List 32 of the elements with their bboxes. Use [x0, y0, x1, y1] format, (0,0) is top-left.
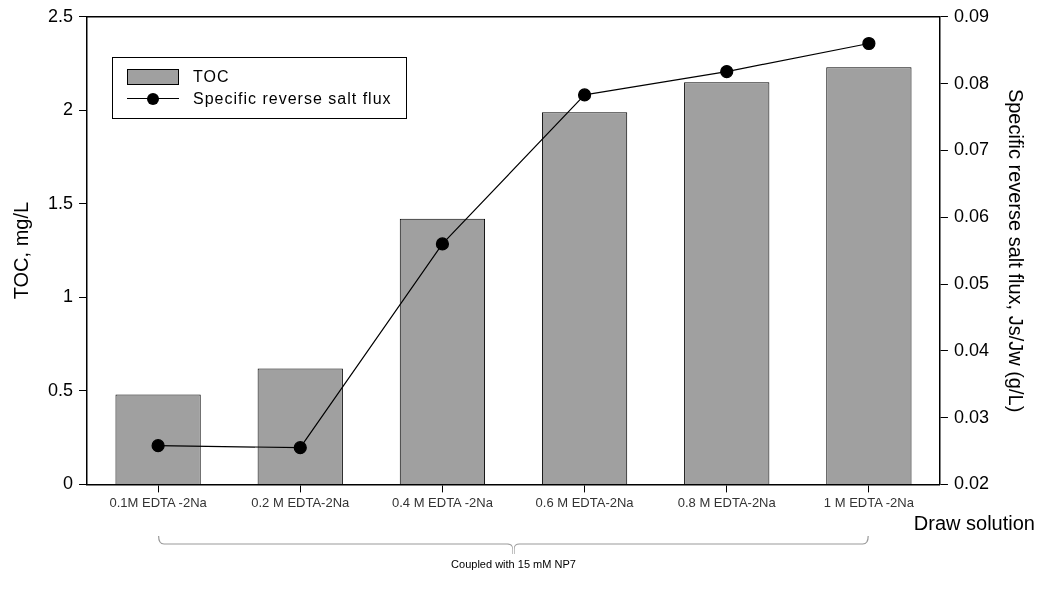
point: [293, 441, 307, 455]
y2-tick-label: 0.03: [953, 406, 990, 427]
x-tick-label: 1 M EDTA -2Na: [823, 494, 915, 510]
x-tick-label: 0.6 M EDTA-2Na: [535, 494, 635, 510]
point: [151, 439, 165, 453]
legend-label: TOC: [193, 67, 230, 86]
point: [720, 64, 734, 79]
y-tick-label: 0.5: [47, 379, 74, 400]
y2-tick-label: 0.08: [953, 72, 990, 93]
y-tick-label: 1: [63, 286, 74, 307]
y2-axis-title: Specific reverse salt flux, Js/Jw (g/L): [1005, 88, 1028, 413]
legend-label: Specific reverse salt flux: [193, 89, 392, 108]
y-tick-label: 1.5: [47, 192, 74, 213]
x-tick-label: 0.2 M EDTA-2Na: [251, 494, 351, 510]
x-tick-label: 0.8 M EDTA-2Na: [677, 494, 777, 510]
y-tick-label: 2.5: [47, 5, 74, 26]
y2-tick-label: 0.02: [953, 473, 990, 494]
y2-tick-label: 0.09: [953, 5, 990, 26]
x-axis-title: Draw solution: [913, 511, 1035, 534]
point: [577, 88, 592, 102]
point: [862, 36, 876, 51]
text: Coupled with 15 mM NP7: [451, 558, 576, 571]
y2-tick-label: 0.04: [953, 339, 990, 360]
y-axis-title: TOC, mg/L: [9, 201, 32, 300]
x-tick-label: 0.1M EDTA -2Na: [109, 494, 208, 510]
y2-tick-label: 0.06: [953, 206, 990, 227]
x-tick-label: 0.4 M EDTA -2Na: [391, 494, 494, 510]
y2-tick-label: 0.07: [953, 139, 990, 160]
y-tick-label: 2: [63, 99, 74, 120]
point: [435, 237, 450, 251]
y-tick-label: 0: [63, 473, 74, 494]
y2-tick-label: 0.05: [953, 272, 990, 293]
